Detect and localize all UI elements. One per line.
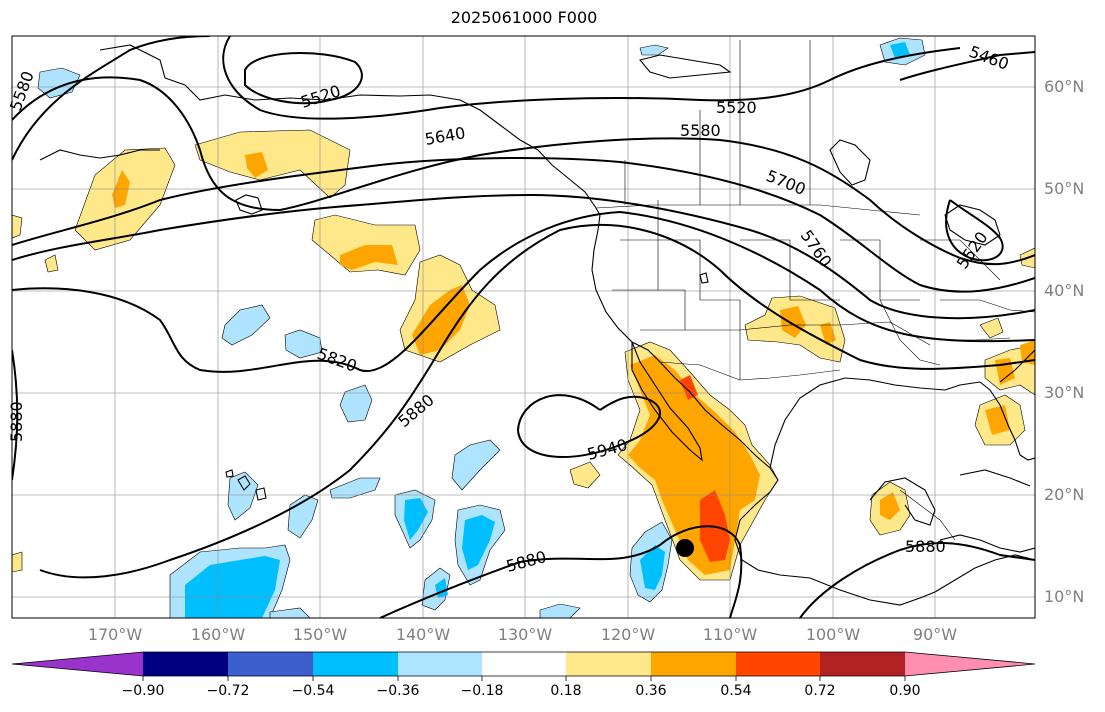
coastlines [39,44,1035,606]
gridlines [12,36,1035,618]
map-area [12,36,1035,618]
colorbar-segment [398,652,482,676]
lon-label-120w: 120°W [600,625,656,644]
lon-label-140w: 140°W [395,625,451,644]
lon-label-170w: 170°W [87,625,143,644]
colorbar-segment [482,652,566,676]
lon-label-160w: 160°W [190,625,246,644]
colorbar-segment [566,652,651,676]
contour-label: 5520 [716,98,757,117]
lat-label-40n: 40°N [1044,281,1085,300]
contour-label: 5880 [905,537,946,556]
contour-label: 5580 [680,121,721,140]
colorbar-tick-label: 0.18 [550,683,582,699]
storm-center-marker [676,539,694,557]
colorbar-tick-label: 0.72 [804,683,836,699]
lon-label-150w: 150°W [292,625,348,644]
moderate-negative-fills [185,42,910,618]
colorbar-tick-label: −0.18 [460,683,504,699]
lon-label-130w: 130°W [497,625,553,644]
colorbar-segment [820,652,905,676]
colorbar-segment [651,652,736,676]
political-borders [595,40,1035,541]
colorbar-segment [228,652,313,676]
lat-label-30n: 30°N [1044,383,1085,402]
colorbar-tick-label: −0.72 [206,683,250,699]
colorbar-tick-label: 0.36 [635,683,667,699]
map-title: 2025061000 F000 [450,8,598,27]
lat-label-10n: 10°N [1044,587,1085,606]
colorbar [11,651,1036,681]
lat-label-60n: 60°N [1044,77,1085,96]
lon-label-100w: 100°W [805,625,861,644]
colorbar-tick-label: −0.36 [376,683,420,699]
height-contours [12,36,1035,618]
lat-label-20n: 20°N [1044,485,1085,504]
map-border [11,35,1036,619]
colorbar-segment [313,652,398,676]
colorbar-segment [143,652,229,676]
lat-label-50n: 50°N [1044,179,1085,198]
colorbar-tick-label: 0.54 [720,683,752,699]
colorbar-tick-label: −0.54 [291,683,335,699]
contour-label: 5880 [7,401,26,442]
colorbar-tick-label: 0.90 [889,683,921,699]
colorbar-segment [736,652,820,676]
colorbar-extend-max [905,652,1035,676]
lon-label-110w: 110°W [702,625,758,644]
lon-label-90w: 90°W [912,625,958,644]
colorbar-extend-min [12,652,143,676]
colorbar-tick-label: −0.90 [121,683,165,699]
